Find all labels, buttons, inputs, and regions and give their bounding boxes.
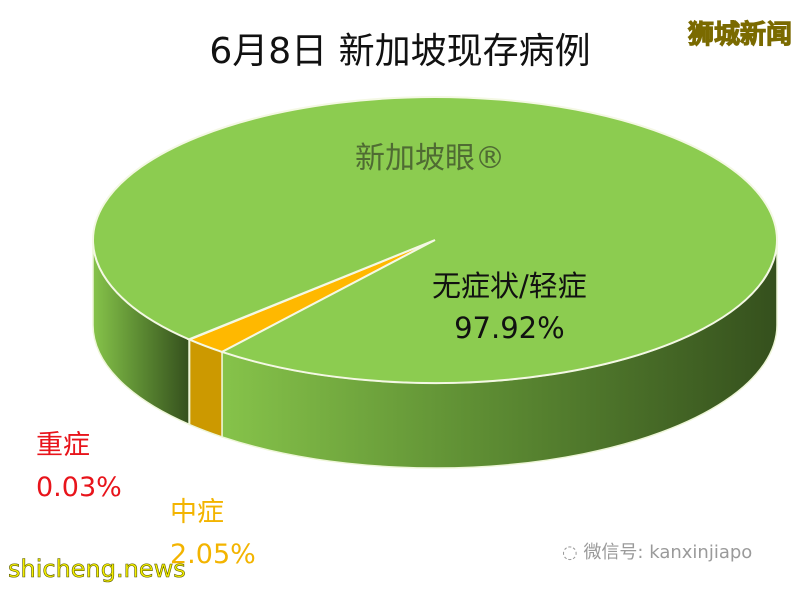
data-label-mild-value: 97.92% <box>454 311 565 345</box>
watermark-site: shicheng.news <box>8 555 186 584</box>
data-label-mild: 无症状/轻症 97.92% <box>432 265 587 349</box>
data-label-mild-name: 无症状/轻症 <box>432 269 587 303</box>
pie-side-1 <box>188 338 223 438</box>
data-label-moderate-name: 中症 <box>170 497 224 528</box>
data-label-moderate-value: 2.05% <box>170 539 256 570</box>
data-label-moderate: 中症 2.05% <box>170 492 256 576</box>
pie-slice-0 <box>92 96 778 384</box>
watermark-wechat-text: 微信号: kanxinjiapo <box>583 542 753 563</box>
data-label-severe: 重症 0.03% <box>36 425 122 509</box>
watermark-pie: 新加坡眼® <box>355 141 505 176</box>
watermark-logo-top: 狮城新闻 <box>687 20 792 51</box>
watermark-wechat: ◌ 微信号: kanxinjiapo <box>562 538 752 564</box>
data-label-severe-value: 0.03% <box>36 472 122 503</box>
data-label-severe-name: 重症 <box>36 430 90 461</box>
wechat-icon: ◌ <box>562 542 584 563</box>
chart-title: 6月8日 新加坡现存病例 <box>209 31 591 72</box>
